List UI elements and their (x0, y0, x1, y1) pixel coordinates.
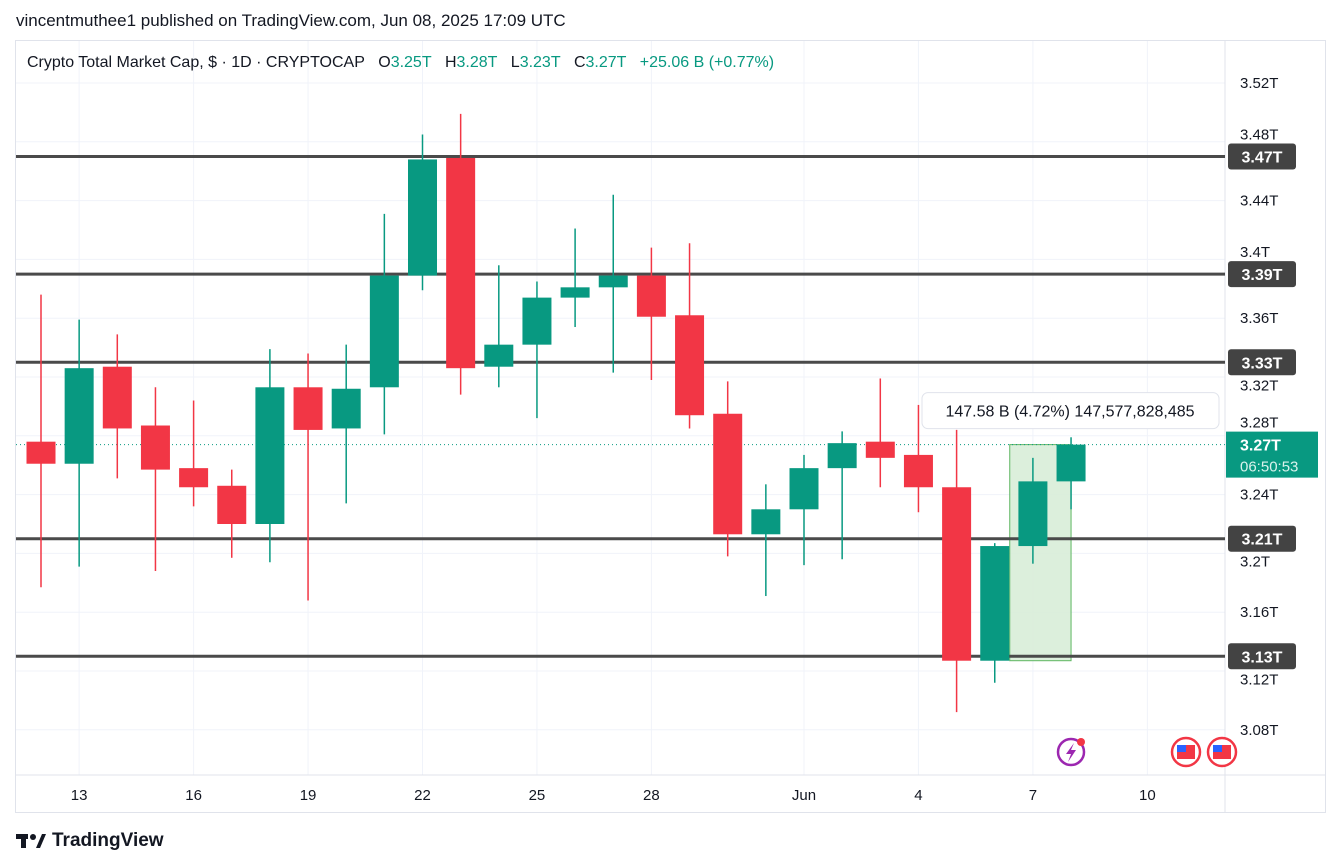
publish-info: vincentmuthee1 published on TradingView.… (16, 11, 566, 30)
level-price-badge (1228, 261, 1296, 288)
lightning-event-icon[interactable] (1056, 737, 1086, 767)
price-tick-label: 3.36T (1240, 310, 1278, 327)
candle-down[interactable] (293, 387, 323, 430)
price-tick-label: 3.08T (1240, 722, 1278, 739)
symbol-legend: Crypto Total Market Cap, $ · 1D · CRYPTO… (27, 54, 774, 72)
last-price-badge (1226, 431, 1318, 478)
level-price-label: 3.39T (1242, 267, 1283, 284)
open-value: 3.25T (390, 54, 432, 71)
open-label: O (378, 54, 391, 71)
candle-up[interactable] (789, 468, 819, 510)
price-tick-label: 3.16T (1240, 604, 1278, 621)
price-tick-label: 3.24T (1240, 487, 1278, 504)
price-tick-label: 3.44T (1240, 193, 1278, 210)
tradingview-logo-icon (16, 834, 46, 848)
candle-up[interactable] (751, 509, 781, 535)
price-tick-label: 3.2T (1240, 554, 1270, 571)
time-tick-label: 28 (643, 787, 660, 804)
high-label: H (444, 54, 457, 71)
time-tick-label: 13 (71, 787, 88, 804)
level-price-label: 3.47T (1242, 150, 1283, 167)
candle-up[interactable] (522, 297, 552, 345)
candle-down[interactable] (903, 454, 933, 488)
lightning-bolt-icon (1066, 743, 1076, 762)
candle-down[interactable] (675, 315, 705, 416)
time-tick-label: 22 (414, 787, 431, 804)
time-tick-label: 19 (300, 787, 317, 804)
change-value: +25.06 B (+0.77%) (639, 54, 775, 71)
candles (26, 113, 1086, 713)
time-tick-label: 4 (914, 787, 922, 804)
us-flag-canton (1213, 745, 1222, 752)
candle-down[interactable] (179, 468, 209, 488)
time-tick-label: 25 (529, 787, 546, 804)
candle-up[interactable] (560, 287, 590, 298)
close-value: 3.27T (585, 54, 627, 71)
price-tick-label: 3.32T (1240, 377, 1278, 394)
price-tick-label: 3.52T (1240, 75, 1278, 92)
candle-down[interactable] (636, 275, 666, 317)
candle-up[interactable] (484, 344, 514, 367)
candle-up[interactable] (255, 387, 285, 524)
candle-up[interactable] (369, 275, 399, 388)
candle-down[interactable] (102, 366, 132, 429)
bar-countdown: 06:50:53 (1240, 459, 1298, 476)
price-tick-label: 3.12T (1240, 671, 1278, 688)
high-value: 3.28T (456, 54, 498, 71)
candle-up[interactable] (598, 275, 628, 288)
chart-frame (15, 40, 1326, 813)
candle-up[interactable] (1018, 481, 1048, 547)
close-label: C (573, 54, 586, 71)
level-price-badge (1228, 349, 1296, 376)
level-price-label: 3.33T (1242, 355, 1283, 372)
low-label: L (510, 54, 520, 71)
level-price-badge (1228, 143, 1296, 170)
level-price-label: 3.13T (1242, 649, 1283, 666)
candle-up[interactable] (827, 443, 857, 469)
time-tick-label: 16 (185, 787, 202, 804)
candle-up[interactable] (1056, 444, 1086, 482)
level-price-badge (1228, 525, 1296, 552)
level-price-label: 3.21T (1242, 532, 1283, 549)
level-price-badge (1228, 643, 1296, 670)
candle-down[interactable] (446, 157, 476, 369)
last-price-label: 3.27T (1240, 438, 1281, 455)
time-tick-label: 10 (1139, 787, 1156, 804)
measure-label: 147.58 B (4.72%) 147,577,828,485 (945, 404, 1194, 421)
brand-name: TradingView (52, 830, 164, 851)
candle-down[interactable] (140, 425, 170, 470)
candle-down[interactable] (217, 485, 247, 524)
price-tick-label: 3.28T (1240, 415, 1278, 432)
tradingview-logo[interactable]: TradingView (16, 830, 164, 852)
candle-down[interactable] (942, 487, 972, 661)
notification-dot-icon (1077, 738, 1085, 746)
measure-label-box (921, 392, 1220, 430)
us-flag-canton (1177, 745, 1186, 752)
candle-down[interactable] (713, 413, 743, 535)
candle-up[interactable] (64, 368, 94, 464)
candle-up[interactable] (331, 388, 361, 429)
page-margin (1327, 0, 1341, 867)
symbol-title: Crypto Total Market Cap, $ · 1D · CRYPTO… (27, 54, 365, 71)
candle-up[interactable] (408, 159, 437, 276)
time-tick-label: Jun (792, 787, 816, 804)
time-tick-label: 7 (1029, 787, 1037, 804)
candle-down[interactable] (26, 441, 56, 464)
candle-up[interactable] (980, 546, 1010, 661)
price-tick-label: 3.48T (1240, 127, 1278, 144)
candle-down[interactable] (865, 441, 895, 458)
low-value: 3.23T (519, 54, 561, 71)
price-tick-label: 3.4T (1240, 244, 1270, 261)
